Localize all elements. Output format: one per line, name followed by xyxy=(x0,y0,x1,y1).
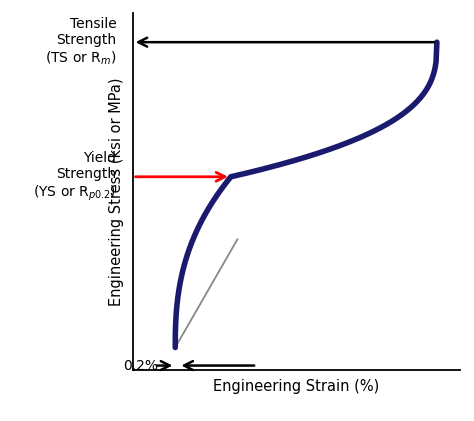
Y-axis label: Engineering Stress (ksi or MPa): Engineering Stress (ksi or MPa) xyxy=(109,77,124,306)
Text: Tensile
Strength
(TS or R$_m$): Tensile Strength (TS or R$_m$) xyxy=(45,17,117,67)
X-axis label: Engineering Strain (%): Engineering Strain (%) xyxy=(213,379,379,394)
Text: Yield
Strength
(YS or R$_{p0.2}$): Yield Strength (YS or R$_{p0.2}$) xyxy=(33,151,117,203)
Text: 0.2%: 0.2% xyxy=(123,359,158,373)
